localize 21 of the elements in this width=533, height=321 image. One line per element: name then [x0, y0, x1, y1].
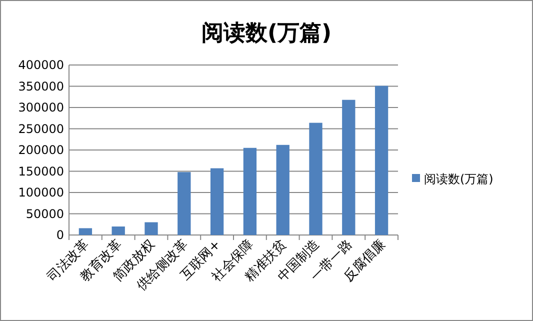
- bar: [309, 122, 322, 235]
- y-tick-label: 0: [56, 228, 64, 242]
- bar: [374, 86, 388, 235]
- y-tick-label: 400000: [18, 58, 64, 72]
- bar: [78, 228, 92, 235]
- y-tick-label: 50000: [26, 206, 64, 221]
- y-tick-label: 200000: [18, 143, 64, 157]
- bar: [276, 144, 290, 235]
- bar: [112, 226, 125, 235]
- bar: [342, 100, 356, 235]
- legend-label: 阅读数(万篇): [424, 172, 494, 186]
- bar: [144, 222, 158, 235]
- y-tick-label: 150000: [18, 164, 64, 178]
- y-tick-label: 300000: [18, 100, 64, 114]
- y-tick-label: 100000: [18, 186, 64, 200]
- bar: [178, 172, 191, 235]
- bar: [243, 148, 257, 235]
- y-tick-label: 250000: [18, 122, 64, 136]
- chart-title: 阅读数(万篇): [201, 21, 332, 46]
- y-tick-label: 350000: [18, 79, 64, 94]
- bar: [210, 168, 224, 235]
